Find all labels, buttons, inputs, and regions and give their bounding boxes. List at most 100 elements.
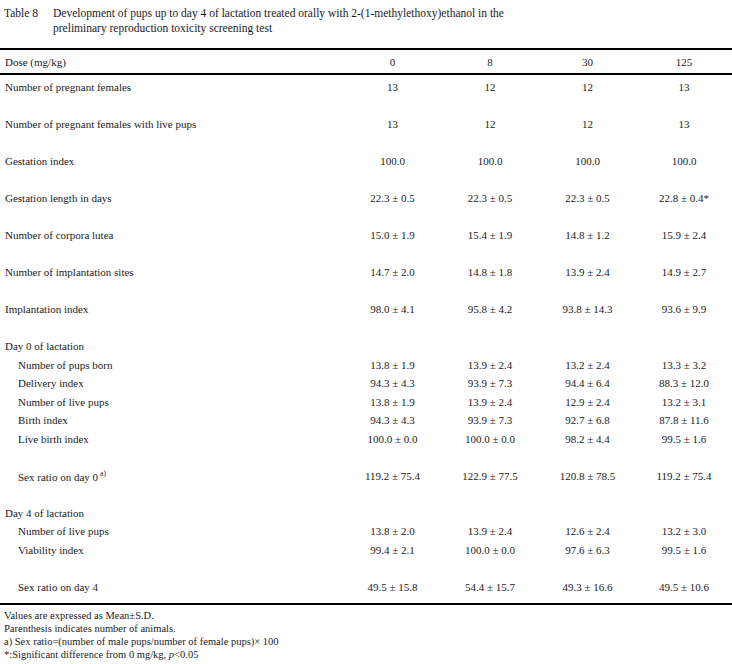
table-cell: 94.3 ± 4.3 [344, 377, 441, 389]
section-label: Day 0 of lactation [0, 340, 344, 352]
table-cell: 54.4 ± 15.7 [441, 581, 539, 593]
table-row: Number of live pups 13.8 ± 1.9 13.9 ± 2.… [0, 393, 732, 412]
table-cell: 14.9 ± 2.7 [636, 266, 732, 278]
table-cell: 94.4 ± 6.4 [539, 377, 636, 389]
table-cell: 95.8 ± 4.2 [441, 303, 539, 315]
table-title-line1: Development of pups up to day 4 of lacta… [53, 6, 732, 21]
table-cell: 100.0 ± 0.0 [441, 544, 539, 556]
table-caption: Table 8 Development of pups up to day 4 … [0, 0, 732, 36]
table-cell: 12 [441, 118, 539, 130]
row-label-text: Sex ratio on day 0 [18, 471, 98, 483]
table-cell: 13.9 ± 2.4 [539, 266, 636, 278]
table-cell: 97.6 ± 6.3 [539, 544, 636, 556]
row-label: Gestation length in days [0, 192, 344, 204]
row-label: Number of live pups [0, 525, 344, 537]
table-cell: 22.3 ± 0.5 [344, 192, 441, 204]
table-cell: 13.9 ± 2.4 [441, 396, 539, 408]
row-label: Live birth index [0, 433, 344, 445]
row-label: Sex ratio on day 4 [0, 581, 344, 593]
row-label: Number of pregnant females with live pup… [0, 118, 344, 130]
table-cell: 119.2 ± 75.4 [344, 470, 441, 482]
section-label: Day 4 of lactation [0, 507, 344, 519]
table-cell: 98.2 ± 4.4 [539, 433, 636, 445]
section-header-row: Day 4 of lactation [0, 504, 732, 523]
table-cell: 15.4 ± 1.9 [441, 229, 539, 241]
table-cell: 94.3 ± 4.3 [344, 414, 441, 426]
table-cell: 49.5 ± 10.6 [636, 581, 732, 593]
table-row: Number of pups born 13.8 ± 1.9 13.9 ± 2.… [0, 356, 732, 375]
row-label: Number of live pups [0, 396, 344, 408]
table-row: Number of pregnant females with live pup… [0, 115, 732, 134]
table-cell: 100.0 [441, 155, 539, 167]
table-cell: 99.5 ± 1.6 [636, 433, 732, 445]
section-header-row: Day 0 of lactation [0, 337, 732, 356]
table-row: Live birth index 100.0 ± 0.0 100.0 ± 0.0… [0, 430, 732, 449]
table-cell: 13.8 ± 1.9 [344, 396, 441, 408]
table-cell: 22.3 ± 0.5 [441, 192, 539, 204]
table-cell: 12 [539, 118, 636, 130]
table-cell: 100.0 [344, 155, 441, 167]
table-title-line2: preliminary reproduction toxicity screen… [53, 21, 732, 36]
table-cell: 12.9 ± 2.4 [539, 396, 636, 408]
row-label: Gestation index [0, 155, 344, 167]
data-table: Dose (mg/kg) 0 8 30 125 Number of pregna… [0, 48, 732, 605]
table-row: Delivery index 94.3 ± 4.3 93.9 ± 7.3 94.… [0, 374, 732, 393]
table-row: Gestation length in days 22.3 ± 0.5 22.3… [0, 189, 732, 208]
row-label: Number of implantation sites [0, 266, 344, 278]
table-cell: 99.5 ± 1.6 [636, 544, 732, 556]
footnote-line4-suffix: <0.05 [174, 649, 198, 660]
table-cell: 12.6 ± 2.4 [539, 525, 636, 537]
table-cell: 49.3 ± 16.6 [539, 581, 636, 593]
table-cell: 13 [344, 81, 441, 93]
table-cell: 93.9 ± 7.3 [441, 414, 539, 426]
table-cell: 99.4 ± 2.1 [344, 544, 441, 556]
table-cell: 13.2 ± 2.4 [539, 359, 636, 371]
header-dose-125: 125 [636, 56, 732, 68]
table-cell: 14.8 ± 1.8 [441, 266, 539, 278]
table-cell: 13.8 ± 1.9 [344, 359, 441, 371]
table-cell: 119.2 ± 75.4 [636, 470, 732, 482]
header-dose-label: Dose (mg/kg) [0, 56, 344, 68]
table-cell: 93.6 ± 9.9 [636, 303, 732, 315]
table-cell: 13.9 ± 2.4 [441, 525, 539, 537]
footnote-line: *:Significant difference from 0 mg/kg, p… [4, 648, 732, 661]
table-cell: 14.7 ± 2.0 [344, 266, 441, 278]
row-label: Birth index [0, 414, 344, 426]
table-row: Number of corpora lutea 15.0 ± 1.9 15.4 … [0, 226, 732, 245]
table-cell: 13.2 ± 3.0 [636, 525, 732, 537]
table-cell: 122.9 ± 77.5 [441, 470, 539, 482]
table-cell: 88.3 ± 12.0 [636, 377, 732, 389]
table-cell: 92.7 ± 6.8 [539, 414, 636, 426]
table-cell: 22.8 ± 0.4* [636, 192, 732, 204]
table-row: Sex ratio on day 4 49.5 ± 15.8 54.4 ± 15… [0, 578, 732, 597]
table-cell: 13.3 ± 3.2 [636, 359, 732, 371]
header-dose-30: 30 [539, 56, 636, 68]
table-cell: 13 [636, 118, 732, 130]
table-body: Number of pregnant females 13 12 12 13 N… [0, 78, 732, 605]
table-cell: 98.0 ± 4.1 [344, 303, 441, 315]
row-label: Delivery index [0, 377, 344, 389]
table-cell: 100.0 [636, 155, 732, 167]
table-cell: 13 [636, 81, 732, 93]
footnote-line: a) Sex ratio=(number of male pups/number… [4, 635, 732, 648]
table-header-row: Dose (mg/kg) 0 8 30 125 [0, 48, 732, 75]
table-cell: 87.8 ± 11.6 [636, 414, 732, 426]
row-label: Viability index [0, 544, 344, 556]
header-dose-0: 0 [344, 56, 441, 68]
header-dose-8: 8 [441, 56, 539, 68]
table-row: Sex ratio on day 0a) 119.2 ± 75.4 122.9 … [0, 467, 732, 486]
footnote-line4-prefix: *:Significant difference from 0 mg/kg, [4, 649, 169, 660]
row-label: Sex ratio on day 0a) [0, 469, 344, 483]
table-row: Implantation index 98.0 ± 4.1 95.8 ± 4.2… [0, 300, 732, 319]
table-row: Gestation index 100.0 100.0 100.0 100.0 [0, 152, 732, 171]
table-title: Development of pups up to day 4 of lacta… [53, 6, 732, 36]
paper-page: Table 8 Development of pups up to day 4 … [0, 0, 732, 664]
footnotes: Values are expressed as Mean±S.D. Parent… [0, 609, 732, 661]
table-cell: 100.0 ± 0.0 [441, 433, 539, 445]
row-label: Number of pregnant females [0, 81, 344, 93]
table-row: Number of implantation sites 14.7 ± 2.0 … [0, 263, 732, 282]
table-number: Table 8 [0, 6, 53, 36]
table-cell: 13.8 ± 2.0 [344, 525, 441, 537]
row-label: Number of pups born [0, 359, 344, 371]
table-cell: 13.2 ± 3.1 [636, 396, 732, 408]
